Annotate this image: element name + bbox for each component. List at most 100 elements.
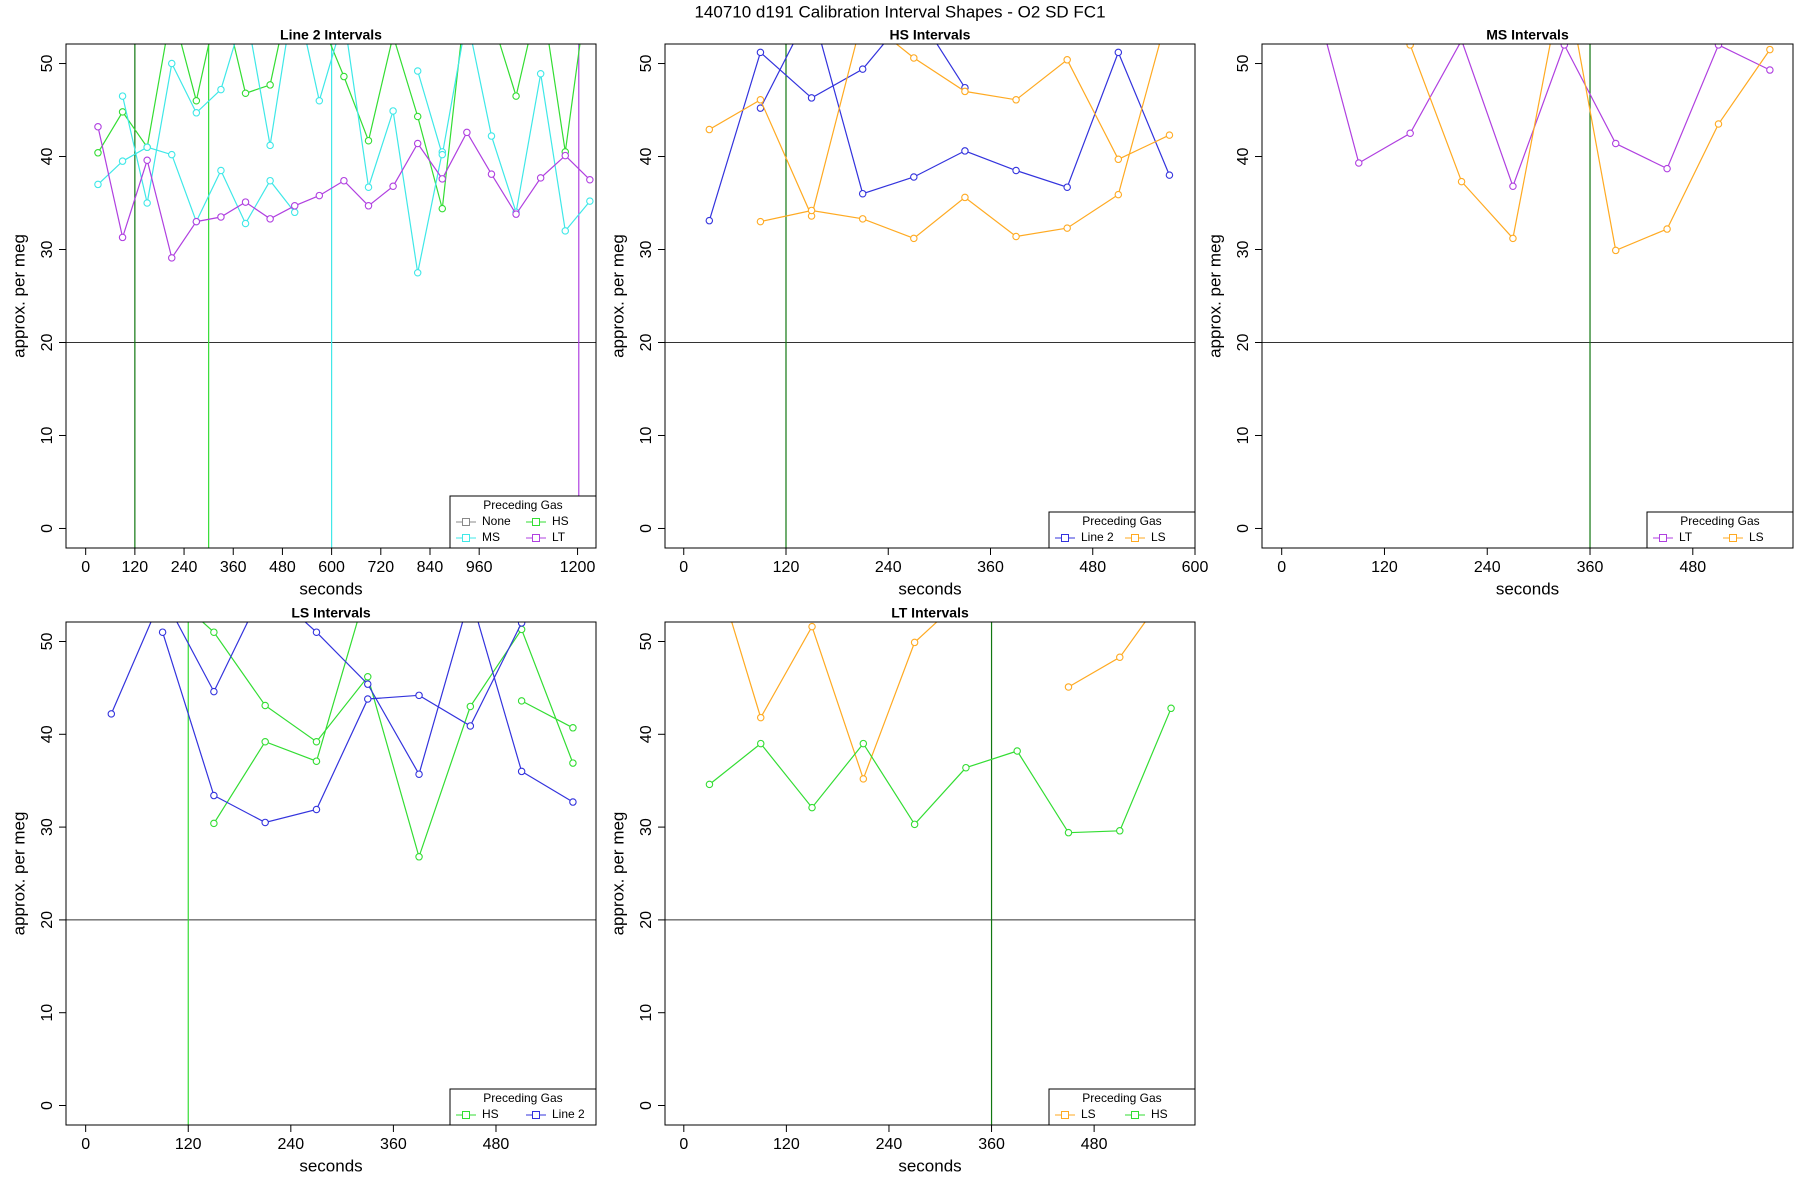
data-point [210, 687, 218, 696]
plot-area [665, 44, 1195, 548]
legend-label: LS [1081, 1107, 1096, 1121]
data-point [464, 14, 470, 20]
legend-title: Preceding Gas [1680, 514, 1759, 528]
data-point [217, 85, 225, 94]
legend-box [1048, 511, 1196, 549]
data-point [1560, 44, 1569, 49]
data-point [1766, 45, 1774, 54]
y-tick-label: 30 [638, 818, 655, 836]
data-point [1714, 120, 1723, 128]
data-point [466, 722, 475, 730]
data-point [910, 638, 919, 647]
series-line [1408, 44, 1771, 252]
plot-frame [664, 621, 1196, 1126]
legend-box [449, 1088, 597, 1126]
y-tick-label: 20 [638, 911, 655, 929]
x-axis-label: seconds [1496, 579, 1559, 598]
data-point [487, 132, 496, 140]
panel-title: HS Intervals [890, 27, 971, 43]
data-point [858, 215, 867, 223]
legend-marker [1729, 534, 1737, 542]
panel: MS Intervals approx. per meg seconds 0 10 20 3… [1205, 27, 1794, 598]
x-tick-label: 600 [1182, 559, 1209, 576]
data-point [517, 622, 526, 627]
y-tick-label: 0 [1235, 524, 1252, 533]
data-point [192, 217, 201, 226]
data-point [512, 92, 520, 100]
plot-frame [664, 43, 1196, 549]
y-tick-label: 10 [638, 1004, 655, 1022]
x-tick-label: 0 [1277, 559, 1286, 576]
series-line [709, 708, 1172, 834]
data-point [390, 32, 396, 38]
data-point [415, 691, 423, 700]
x-tick-label: 0 [679, 559, 688, 576]
data-point [569, 798, 577, 806]
data-point [364, 183, 373, 191]
data-point [910, 54, 918, 62]
data-point [168, 254, 176, 262]
data-point [168, 59, 176, 68]
series-line [110, 622, 574, 824]
data-point [586, 176, 594, 184]
data-point [1064, 828, 1073, 837]
data-point [168, 150, 176, 159]
data-point [962, 763, 970, 772]
y-axis-label: approx. per meg [9, 812, 28, 936]
plot-area [1262, 44, 1793, 548]
x-tick-label: 0 [679, 1136, 688, 1153]
data-point [118, 108, 127, 116]
series-line [97, 126, 591, 260]
data-point [241, 198, 250, 206]
data-point [963, 592, 969, 598]
data-point [316, 14, 322, 20]
y-tick-label: 50 [1235, 55, 1252, 73]
legend-label: HS [482, 1107, 499, 1121]
data-point [1165, 131, 1174, 139]
y-tick-label: 40 [1235, 148, 1252, 166]
data-point [364, 136, 373, 145]
data-point [1663, 225, 1671, 233]
data-point [266, 81, 274, 89]
data-point [561, 227, 570, 235]
data-point [1406, 44, 1414, 49]
legend-box [1646, 511, 1794, 549]
y-axis-label: approx. per meg [608, 812, 627, 936]
data-point [210, 791, 218, 800]
y-tick-label: 20 [638, 333, 655, 351]
data-point [1766, 66, 1774, 74]
x-tick-label: 240 [1474, 559, 1501, 576]
data-point [1355, 159, 1363, 167]
data-point [961, 87, 969, 96]
data-point [241, 89, 250, 98]
data-point [241, 219, 250, 228]
data-point [413, 139, 422, 148]
y-tick-label: 0 [638, 1101, 655, 1110]
data-point [487, 170, 496, 178]
data-point [561, 151, 570, 160]
data-point [312, 805, 321, 814]
data-point [1064, 683, 1073, 691]
data-point [315, 191, 324, 200]
data-point [756, 739, 765, 748]
y-tick-label: 20 [39, 333, 56, 351]
plot-frame [65, 43, 597, 549]
data-point [1165, 171, 1174, 179]
x-tick-label: 480 [1079, 559, 1106, 576]
y-tick-label: 0 [638, 524, 655, 533]
x-tick-label: 360 [380, 1136, 407, 1153]
data-point [365, 583, 371, 589]
data-point [118, 157, 127, 165]
data-point [415, 853, 423, 861]
data-point [1012, 96, 1020, 104]
data-point [1114, 48, 1123, 57]
data-point [706, 545, 712, 551]
data-point [1406, 129, 1414, 138]
data-point [1114, 155, 1123, 164]
data-point [1116, 827, 1124, 835]
plot-frame [65, 621, 597, 1126]
x-tick-label: 840 [417, 559, 444, 576]
x-tick-label: 480 [483, 1136, 510, 1153]
data-point [438, 204, 447, 213]
